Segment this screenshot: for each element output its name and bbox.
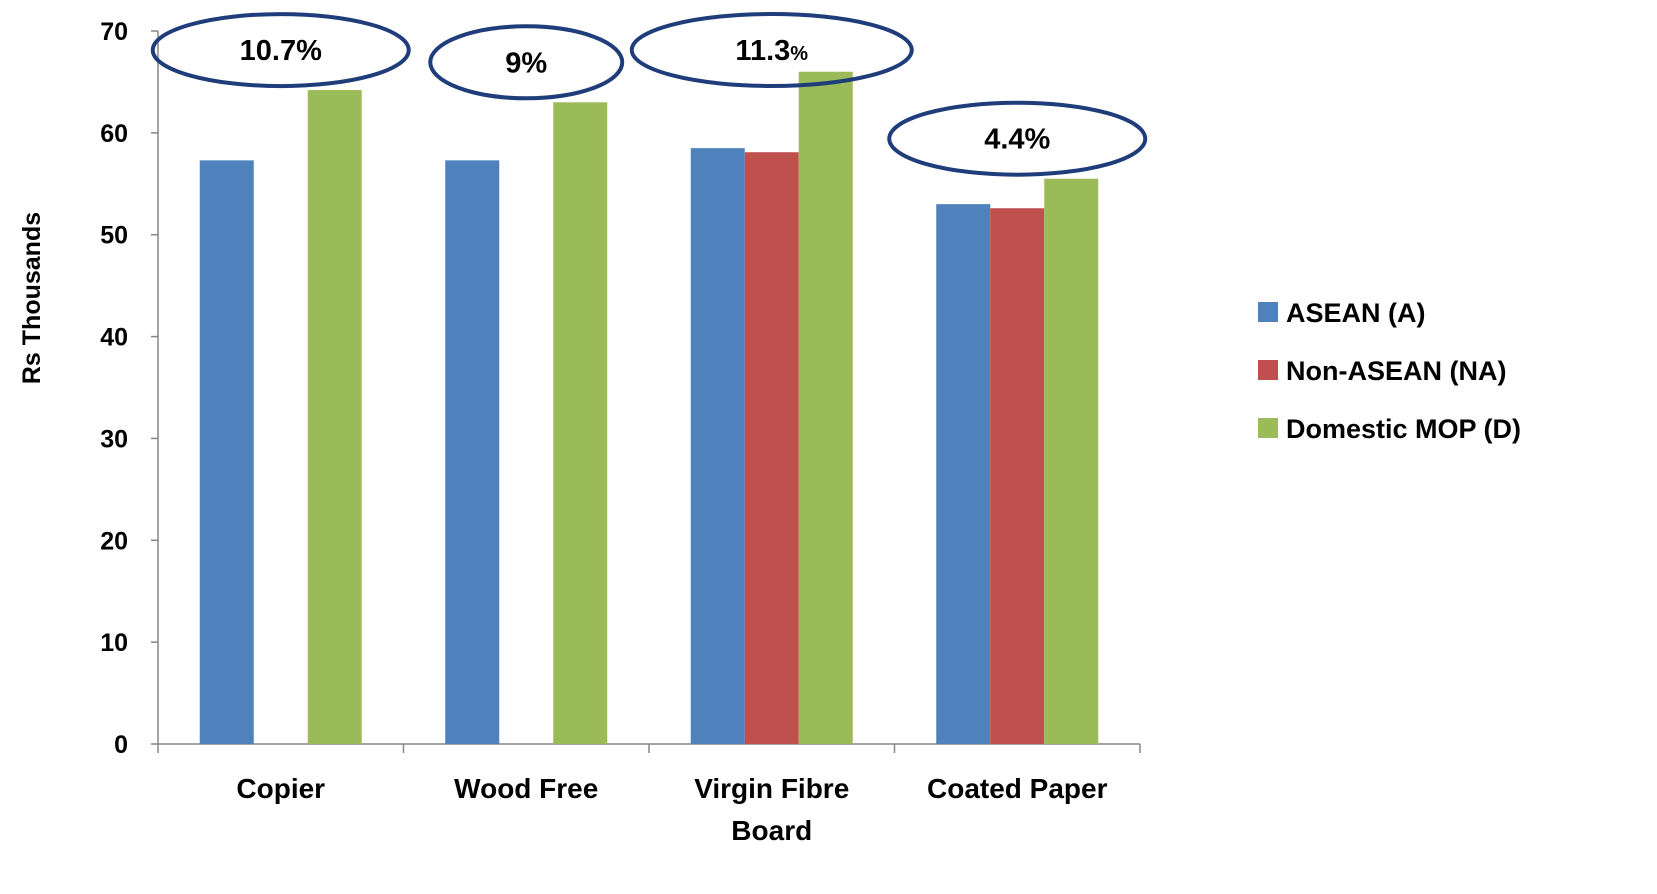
legend-swatch [1258,360,1278,380]
annotation-suffix: % [790,43,808,65]
annotation-ellipse [428,24,625,101]
annotation-value: 9% [505,47,547,79]
bar-1-4 [936,204,991,744]
annotation-value: 11.3 [735,35,790,67]
y-axis-title: Rs Thousands [18,212,46,384]
bar-1-3 [690,148,745,744]
bar-1-1 [199,160,254,744]
annotation-label: 4.4% [984,124,1050,156]
y-tick-label: 20 [100,527,128,555]
x-category-label: Wood Free [454,773,598,804]
annotation-value: 4.4% [984,124,1050,156]
legend-label: ASEAN (A) [1286,298,1426,328]
y-tick-label: 0 [114,731,128,759]
bar-3-3 [798,71,853,744]
bar-3-2 [553,102,608,745]
annotation-label: 11.3% [735,35,808,67]
y-tick-label: 30 [100,425,128,453]
annotation-ellipse [150,12,411,89]
annotation-label: 10.7% [240,35,322,67]
annotation-ellipse [629,12,914,88]
x-category-label: Copier [236,773,325,804]
y-tick-label: 50 [100,222,128,250]
annotation-ellipse [887,100,1148,177]
legend-swatch [1258,418,1278,438]
legend-label: Domestic MOP (D) [1286,414,1521,444]
bar-2-3 [744,152,799,744]
bar-1-2 [445,160,500,744]
bar-2-4 [990,208,1045,744]
x-category-label: Board [731,815,812,846]
bar-3-4 [1044,178,1099,744]
y-tick-label: 10 [100,629,128,657]
annotation-value: 10.7% [240,35,322,67]
y-tick-label: 60 [100,120,128,148]
x-category-label: Coated Paper [927,773,1108,804]
legend-swatch [1258,302,1278,322]
x-category-label: Virgin Fibre [694,773,849,804]
y-tick-label: 40 [100,324,128,352]
annotation-label: 9% [505,47,547,79]
bar-3-1 [307,90,362,744]
legend-label: Non-ASEAN (NA) [1286,356,1506,386]
y-tick-label: 70 [100,18,128,46]
